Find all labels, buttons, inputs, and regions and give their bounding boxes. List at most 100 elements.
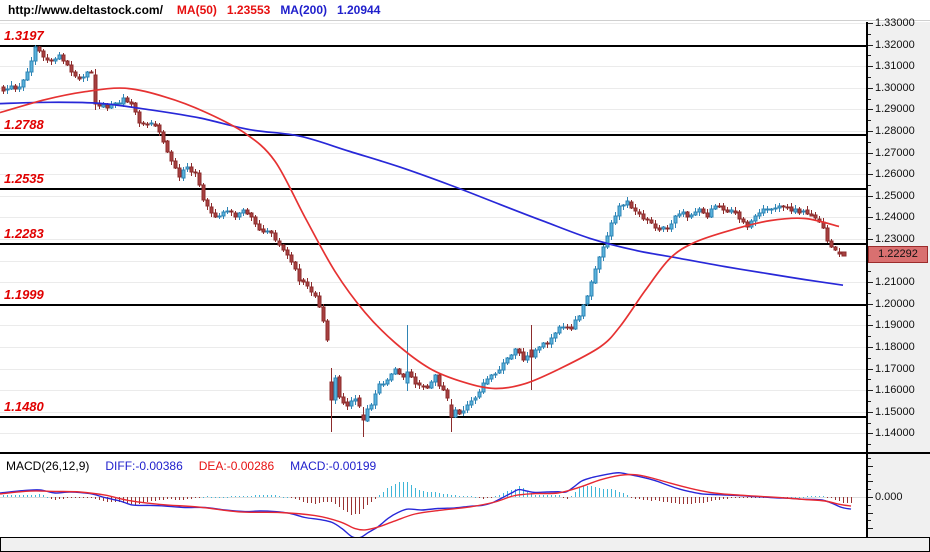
level-line [0, 134, 866, 136]
axis-tick [868, 325, 873, 326]
axis-tick [868, 458, 871, 459]
price-tick-label: 1.24000 [875, 211, 915, 223]
axis-tick [868, 390, 873, 391]
axis-tick [868, 528, 873, 529]
axis-tick [868, 45, 873, 46]
last-price-marker [841, 251, 847, 257]
price-tick-label: 1.18000 [875, 341, 915, 353]
axis-tick [868, 23, 873, 24]
level-line [0, 416, 866, 418]
price-tick-label: 1.33000 [875, 17, 915, 29]
axis-tick [868, 401, 871, 402]
level-line [0, 45, 866, 47]
axis-tick [868, 55, 871, 56]
axis-tick [868, 315, 871, 316]
price-tick-label: 1.15000 [875, 406, 915, 418]
gridline [0, 282, 866, 283]
macd-value-axis: 0.000 [866, 454, 930, 537]
axis-tick [868, 304, 873, 305]
macd-dea-value: DEA:-0.00286 [198, 459, 275, 473]
gridline [0, 23, 866, 24]
axis-tick [868, 142, 871, 143]
axis-tick [868, 369, 873, 370]
macd-macd-value: MACD:-0.00199 [290, 459, 377, 473]
current-price-badge: 1.22292 [868, 246, 928, 263]
price-tick-label: 1.16000 [875, 384, 915, 396]
gridline [0, 131, 866, 132]
panel-separator [0, 452, 930, 454]
gridline [0, 66, 866, 67]
macd-zero-label: 0.000 [875, 491, 903, 503]
price-tick-label: 1.28000 [875, 125, 915, 137]
ma50-line [0, 87, 840, 390]
price-tick-label: 1.26000 [875, 168, 915, 180]
macd-chart-area[interactable]: MACD(26,12,9) DIFF:-0.00386 DEA:-0.00286… [0, 454, 866, 537]
axis-tick [868, 474, 871, 475]
level-label: 1.2535 [4, 171, 44, 186]
axis-tick [868, 174, 873, 175]
axis-tick [868, 239, 873, 240]
level-label: 1.3197 [4, 28, 44, 43]
gridline [0, 239, 866, 240]
time-axis[interactable] [0, 537, 930, 552]
axis-tick [868, 131, 873, 132]
axis-tick [868, 513, 873, 514]
axis-tick [868, 489, 871, 490]
axis-tick [868, 228, 871, 229]
chart-header: http://www.deltastock.com/ MA(50) 1.2355… [0, 0, 930, 21]
price-tick-label: 1.27000 [875, 147, 915, 159]
axis-tick [868, 120, 871, 121]
axis-tick [868, 481, 873, 482]
axis-tick [868, 34, 871, 35]
price-tick-label: 1.31000 [875, 60, 915, 72]
gridline [0, 109, 866, 110]
axis-tick [868, 433, 873, 434]
price-tick-label: 1.21000 [875, 276, 915, 288]
gridline [0, 261, 866, 262]
gridline [0, 217, 866, 218]
price-tick-label: 1.23000 [875, 233, 915, 245]
ma50-label: MA(50) [176, 3, 217, 17]
level-label: 1.1999 [4, 287, 44, 302]
price-chart-area[interactable]: 1.3197 1.2788 1.2535 1.2283 1.1999 1.1480 [0, 22, 866, 452]
price-axis[interactable]: 1.22292 1.33000 1.32000 1.31000 1.30000 1.29… [866, 17, 930, 452]
gridline [0, 174, 866, 175]
price-tick-label: 1.17000 [875, 363, 915, 375]
macd-diff-line [0, 472, 852, 537]
gridline [0, 196, 866, 197]
macd-zero-line [0, 497, 866, 498]
source-url[interactable]: http://www.deltastock.com/ [8, 3, 163, 17]
axis-tick [868, 293, 871, 294]
axis-tick [868, 282, 873, 283]
axis-tick [868, 444, 871, 445]
macd-dea-line [0, 473, 852, 531]
axis-tick [868, 271, 871, 272]
axis-tick [868, 109, 873, 110]
macd-plot[interactable] [0, 454, 866, 537]
gridline [0, 347, 866, 348]
axis-tick [868, 153, 873, 154]
price-tick-label: 1.14000 [875, 427, 915, 439]
axis-tick [868, 336, 871, 337]
level-line [0, 243, 866, 245]
price-tick-label: 1.20000 [875, 298, 915, 310]
macd-params-label: MACD(26,12,9) [6, 459, 90, 473]
axis-tick [868, 163, 871, 164]
ma200-label: MA(200) [280, 3, 327, 17]
axis-tick [868, 207, 871, 208]
price-tick-label: 1.25000 [875, 190, 915, 202]
price-tick-label: 1.30000 [875, 82, 915, 94]
candlestick-chart[interactable] [0, 22, 866, 452]
axis-tick [868, 88, 873, 89]
price-tick-label: 1.29000 [875, 103, 915, 115]
ma200-value: 1.20944 [337, 3, 381, 17]
level-line [0, 304, 866, 306]
macd-diff-value: DIFF:-0.00386 [105, 459, 183, 473]
level-line [0, 188, 866, 190]
gridline [0, 390, 866, 391]
ma200-line [0, 101, 844, 287]
axis-tick [868, 520, 871, 521]
axis-tick [868, 99, 871, 100]
price-tick-label: 1.32000 [875, 39, 915, 51]
